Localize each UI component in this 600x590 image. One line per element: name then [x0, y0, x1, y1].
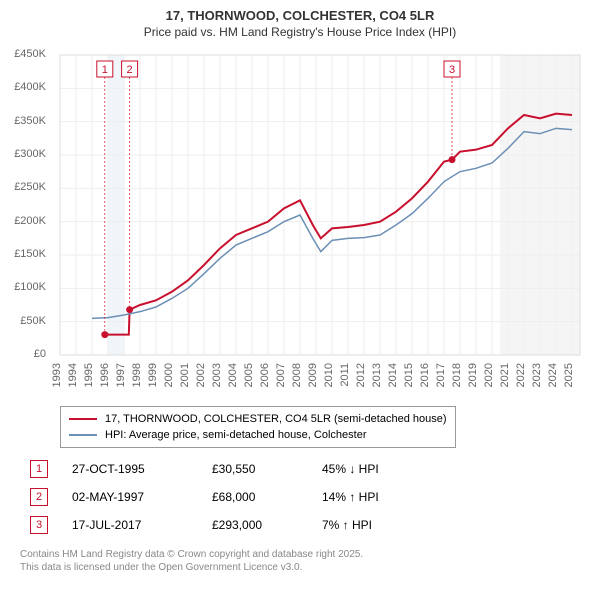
svg-text:2022: 2022	[515, 363, 527, 387]
transaction-price: £30,550	[212, 462, 322, 476]
transaction-marker: 2	[30, 488, 48, 506]
svg-text:1996: 1996	[99, 363, 111, 387]
y-tick-label: £100K	[0, 281, 46, 293]
transaction-price: £293,000	[212, 518, 322, 532]
svg-text:2025: 2025	[563, 363, 575, 387]
footer-line2: This data is licensed under the Open Gov…	[20, 561, 363, 574]
y-tick-label: £350K	[0, 115, 46, 127]
legend-item: HPI: Average price, semi-detached house,…	[69, 427, 447, 443]
transaction-date: 02-MAY-1997	[72, 490, 212, 504]
legend-swatch	[69, 434, 97, 436]
svg-text:3: 3	[449, 64, 455, 76]
svg-text:2011: 2011	[339, 363, 351, 387]
svg-text:2021: 2021	[499, 363, 511, 387]
svg-text:2016: 2016	[419, 363, 431, 387]
transaction-diff: 45% ↓ HPI	[322, 462, 432, 476]
transaction-diff: 7% ↑ HPI	[322, 518, 432, 532]
title-line1: 17, THORNWOOD, COLCHESTER, CO4 5LR	[0, 8, 600, 25]
svg-text:2014: 2014	[387, 363, 399, 387]
svg-text:2008: 2008	[291, 363, 303, 387]
svg-text:2009: 2009	[307, 363, 319, 387]
transaction-row: 3 17-JUL-2017£293,0007% ↑ HPI	[30, 511, 432, 539]
svg-text:2001: 2001	[179, 363, 191, 387]
transaction-row: 2 02-MAY-1997£68,00014% ↑ HPI	[30, 483, 432, 511]
svg-text:2020: 2020	[483, 363, 495, 387]
footer-line1: Contains HM Land Registry data © Crown c…	[20, 548, 363, 561]
svg-text:2024: 2024	[547, 363, 559, 387]
y-tick-label: £150K	[0, 248, 46, 260]
legend-item: 17, THORNWOOD, COLCHESTER, CO4 5LR (semi…	[69, 411, 447, 427]
svg-text:1998: 1998	[131, 363, 143, 387]
legend-label: 17, THORNWOOD, COLCHESTER, CO4 5LR (semi…	[105, 413, 447, 425]
transactions-table: 1 27-OCT-1995£30,55045% ↓ HPI 2 02-MAY-1997…	[30, 455, 432, 539]
svg-text:2012: 2012	[355, 363, 367, 387]
transaction-marker: 3	[30, 516, 48, 534]
transaction-diff: 14% ↑ HPI	[322, 490, 432, 504]
svg-text:2002: 2002	[195, 363, 207, 387]
y-tick-label: £250K	[0, 181, 46, 193]
svg-text:2023: 2023	[531, 363, 543, 387]
y-tick-label: £300K	[0, 148, 46, 160]
svg-text:2004: 2004	[227, 363, 239, 387]
line-chart: 1993 1994 1995 1996 1997 1998 1999 2000 2001 2002…	[50, 50, 585, 395]
transaction-price: £68,000	[212, 490, 322, 504]
svg-text:2005: 2005	[243, 363, 255, 387]
svg-text:2019: 2019	[467, 363, 479, 387]
svg-text:1: 1	[102, 64, 108, 76]
svg-text:1999: 1999	[147, 363, 159, 387]
svg-text:2003: 2003	[211, 363, 223, 387]
svg-text:2018: 2018	[451, 363, 463, 387]
chart-container: 17, THORNWOOD, COLCHESTER, CO4 5LR Price…	[0, 0, 600, 590]
svg-text:2010: 2010	[323, 363, 335, 387]
svg-text:1993: 1993	[51, 363, 63, 387]
y-tick-label: £0	[0, 348, 46, 360]
svg-text:2006: 2006	[259, 363, 271, 387]
legend: 17, THORNWOOD, COLCHESTER, CO4 5LR (semi…	[60, 406, 456, 448]
y-tick-label: £450K	[0, 48, 46, 60]
legend-label: HPI: Average price, semi-detached house,…	[105, 429, 367, 441]
svg-text:2015: 2015	[403, 363, 415, 387]
footer-attribution: Contains HM Land Registry data © Crown c…	[20, 548, 363, 574]
svg-text:2: 2	[127, 64, 133, 76]
title-block: 17, THORNWOOD, COLCHESTER, CO4 5LR Price…	[0, 0, 600, 40]
title-line2: Price paid vs. HM Land Registry's House …	[0, 25, 600, 41]
y-tick-label: £400K	[0, 81, 46, 93]
transaction-date: 17-JUL-2017	[72, 518, 212, 532]
y-tick-label: £200K	[0, 215, 46, 227]
transaction-marker: 1	[30, 460, 48, 478]
transaction-row: 1 27-OCT-1995£30,55045% ↓ HPI	[30, 455, 432, 483]
svg-text:2013: 2013	[371, 363, 383, 387]
svg-text:1994: 1994	[67, 363, 79, 387]
svg-text:2017: 2017	[435, 363, 447, 387]
svg-text:1995: 1995	[83, 363, 95, 387]
svg-text:2007: 2007	[275, 363, 287, 387]
svg-text:1997: 1997	[115, 363, 127, 387]
y-tick-label: £50K	[0, 315, 46, 327]
transaction-date: 27-OCT-1995	[72, 462, 212, 476]
svg-text:2000: 2000	[163, 363, 175, 387]
legend-swatch	[69, 418, 97, 420]
